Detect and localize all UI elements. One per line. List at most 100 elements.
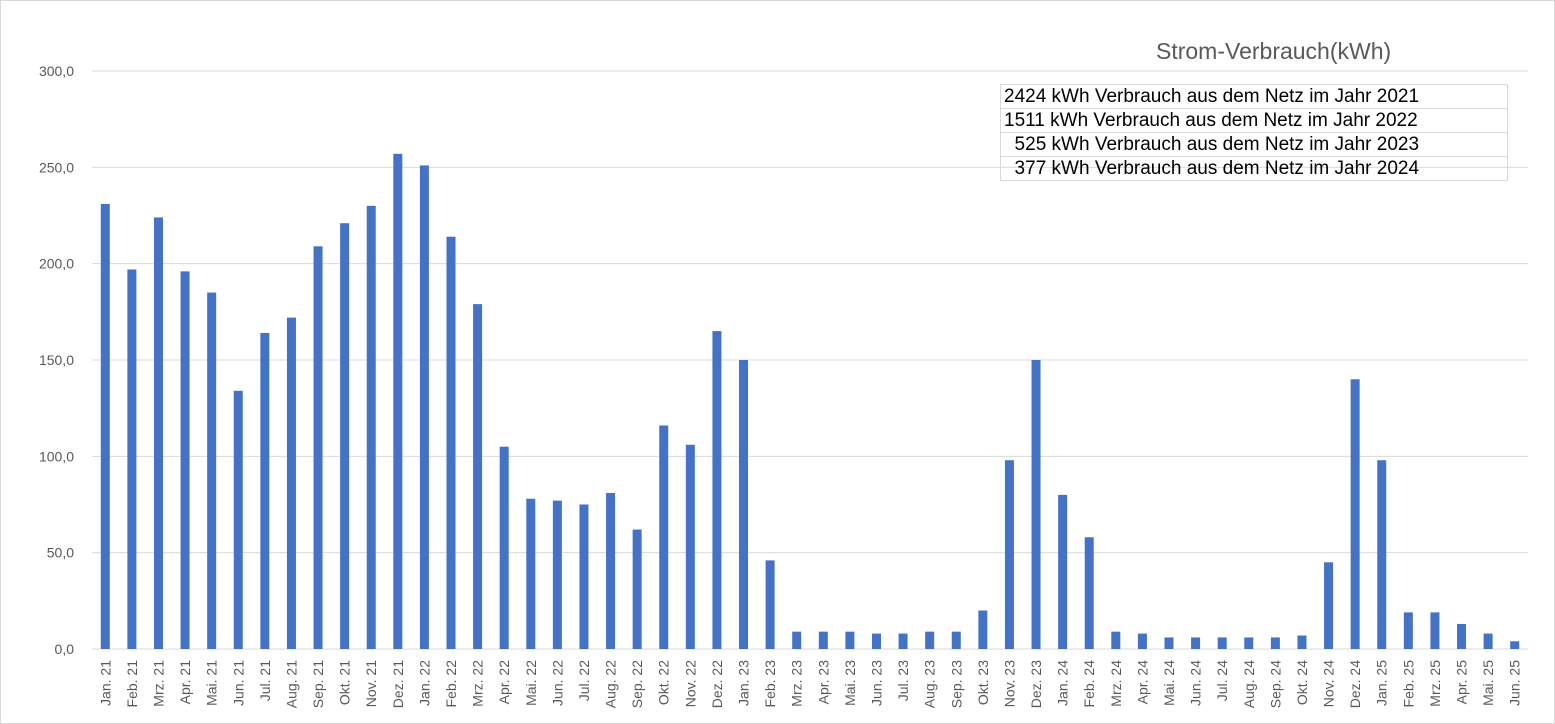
bar bbox=[1510, 641, 1519, 649]
bar bbox=[978, 610, 987, 649]
bar bbox=[579, 505, 588, 650]
x-tick-label: Jul. 22 bbox=[576, 660, 592, 701]
x-tick-label: Apr. 25 bbox=[1454, 660, 1470, 705]
x-tick-label: Sep. 23 bbox=[948, 660, 964, 708]
x-tick-label: Mai. 23 bbox=[842, 660, 858, 706]
y-tick-label: 150,0 bbox=[39, 352, 74, 368]
summary-row: 377 kWh Verbrauch aus dem Netz im Jahr 2… bbox=[1001, 157, 1508, 181]
x-tick-label: Feb. 25 bbox=[1400, 660, 1416, 708]
x-tick-label: Aug. 23 bbox=[922, 660, 938, 708]
x-tick-label: Dez. 21 bbox=[390, 660, 406, 708]
y-tick-label: 250,0 bbox=[39, 159, 74, 175]
x-tick-label: Jan. 23 bbox=[736, 660, 752, 706]
bar bbox=[1218, 637, 1227, 649]
bar bbox=[127, 269, 136, 649]
x-tick-label: Sep. 24 bbox=[1267, 660, 1283, 708]
bar bbox=[1005, 460, 1014, 649]
x-tick-label: Nov. 21 bbox=[363, 660, 379, 707]
x-tick-label: Jan. 21 bbox=[97, 660, 113, 706]
chart-title: Strom-Verbrauch(kWh) bbox=[1156, 38, 1391, 65]
x-tick-label: Okt. 21 bbox=[337, 660, 353, 705]
x-tick-label: Mai. 22 bbox=[523, 660, 539, 706]
bar-series bbox=[101, 154, 1519, 649]
bar bbox=[872, 634, 881, 649]
bar bbox=[1457, 624, 1466, 649]
bar bbox=[845, 632, 854, 649]
bar bbox=[1351, 379, 1360, 649]
x-tick-label: Mai. 24 bbox=[1161, 660, 1177, 706]
bar bbox=[1404, 612, 1413, 649]
bar bbox=[1244, 637, 1253, 649]
x-tick-label: Jun. 25 bbox=[1507, 660, 1523, 706]
bar bbox=[952, 632, 961, 649]
x-tick-label: Feb. 22 bbox=[443, 660, 459, 708]
bar bbox=[1032, 360, 1041, 649]
x-tick-label: Mrz. 22 bbox=[470, 660, 486, 707]
bar bbox=[712, 331, 721, 649]
bar bbox=[447, 237, 456, 649]
bar bbox=[1377, 460, 1386, 649]
bar bbox=[766, 560, 775, 649]
x-tick-label: Apr. 23 bbox=[815, 660, 831, 705]
bar bbox=[1191, 637, 1200, 649]
bar bbox=[500, 447, 509, 649]
bar bbox=[1324, 562, 1333, 649]
bar bbox=[314, 246, 323, 649]
x-tick-label: Jul. 24 bbox=[1214, 660, 1230, 701]
bar bbox=[367, 206, 376, 649]
summary-2023: 525 kWh Verbrauch aus dem Netz im Jahr 2… bbox=[1001, 133, 1508, 157]
bar bbox=[606, 493, 615, 649]
bar bbox=[526, 499, 535, 649]
x-tick-label: Okt. 22 bbox=[656, 660, 672, 705]
x-tick-label: Apr. 21 bbox=[177, 660, 193, 705]
x-tick-label: Mai. 25 bbox=[1480, 660, 1496, 706]
annual-summary-table: 2424 kWh Verbrauch aus dem Netz im Jahr … bbox=[1000, 84, 1508, 181]
bar bbox=[207, 293, 216, 649]
bar bbox=[287, 318, 296, 649]
bar bbox=[1297, 636, 1306, 649]
x-tick-label: Aug. 24 bbox=[1241, 660, 1257, 708]
bar bbox=[819, 632, 828, 649]
summary-row: 2424 kWh Verbrauch aus dem Netz im Jahr … bbox=[1001, 85, 1508, 109]
x-tick-label: Nov. 24 bbox=[1321, 660, 1337, 707]
x-tick-label: Aug. 21 bbox=[283, 660, 299, 708]
bar bbox=[340, 223, 349, 649]
summary-2021: 2424 kWh Verbrauch aus dem Netz im Jahr … bbox=[1001, 85, 1508, 109]
bar bbox=[234, 391, 243, 649]
bar bbox=[1058, 495, 1067, 649]
bar bbox=[686, 445, 695, 649]
bar bbox=[1138, 634, 1147, 649]
bar bbox=[154, 217, 163, 649]
bar bbox=[633, 530, 642, 649]
summary-2024: 377 kWh Verbrauch aus dem Netz im Jahr 2… bbox=[1001, 157, 1508, 181]
x-tick-label: Okt. 24 bbox=[1294, 660, 1310, 705]
x-tick-label: Jul. 21 bbox=[257, 660, 273, 701]
bar bbox=[393, 154, 402, 649]
y-tick-label: 100,0 bbox=[39, 448, 74, 464]
x-tick-label: Mrz. 23 bbox=[789, 660, 805, 707]
bar bbox=[899, 634, 908, 649]
x-tick-label: Feb. 21 bbox=[124, 660, 140, 708]
summary-row: 525 kWh Verbrauch aus dem Netz im Jahr 2… bbox=[1001, 133, 1508, 157]
bar bbox=[553, 501, 562, 649]
x-tick-label: Jun. 21 bbox=[230, 660, 246, 706]
bar bbox=[1484, 634, 1493, 649]
x-tick-label: Nov. 22 bbox=[682, 660, 698, 707]
x-tick-label: Apr. 22 bbox=[496, 660, 512, 705]
bar bbox=[101, 204, 110, 649]
x-tick-label: Sep. 22 bbox=[629, 660, 645, 708]
x-tick-label: Mrz. 21 bbox=[150, 660, 166, 707]
x-tick-label: Mrz. 24 bbox=[1108, 660, 1124, 707]
bar bbox=[420, 165, 429, 649]
y-tick-label: 50,0 bbox=[47, 545, 74, 561]
x-tick-label: Dez. 23 bbox=[1028, 660, 1044, 708]
x-tick-label: Okt. 23 bbox=[975, 660, 991, 705]
bar bbox=[1271, 637, 1280, 649]
x-tick-label: Nov. 23 bbox=[1001, 660, 1017, 707]
y-tick-label: 300,0 bbox=[39, 63, 74, 79]
x-tick-label: Dez. 24 bbox=[1347, 660, 1363, 708]
x-tick-label: Jan. 22 bbox=[416, 660, 432, 706]
bar bbox=[739, 360, 748, 649]
summary-2022: 1511 kWh Verbrauch aus dem Netz im Jahr … bbox=[1001, 109, 1508, 133]
x-tick-label: Mrz. 25 bbox=[1427, 660, 1443, 707]
